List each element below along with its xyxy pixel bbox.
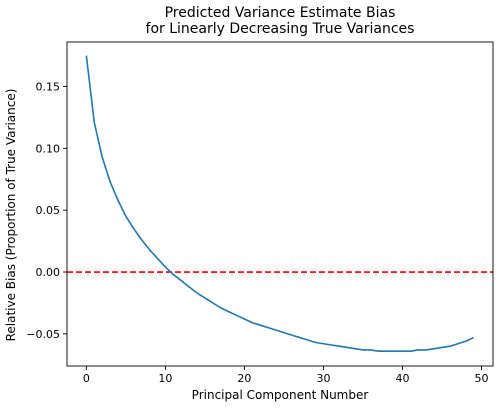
x-tick-label-5: 50 — [475, 372, 489, 385]
y-tick-label-4: 0.15 — [36, 81, 61, 94]
y-axis-label: Relative Bias (Proportion of True Varian… — [4, 89, 18, 342]
y-tick-label-0: −0.05 — [26, 328, 60, 341]
x-axis-label: Principal Component Number — [192, 388, 369, 402]
x-tick-label-1: 10 — [158, 372, 172, 385]
plot-area: 0 10 20 30 40 50 −0.05 0.00 0.05 0.10 0.15 — [26, 41, 494, 385]
y-tick-label-2: 0.05 — [36, 204, 61, 217]
chart-title-line-2: for Linearly Decreasing True Variances — [146, 21, 415, 37]
x-tick-label-4: 40 — [396, 372, 410, 385]
x-tick-label-3: 30 — [316, 372, 330, 385]
y-tick-label-3: 0.10 — [36, 142, 61, 155]
chart-title-line-1: Predicted Variance Estimate Bias — [165, 5, 396, 21]
series-line-0 — [85, 55, 474, 352]
y-tick-label-1: 0.00 — [36, 266, 61, 279]
x-tick-label-0: 0 — [83, 372, 90, 385]
plot-frame — [66, 41, 494, 367]
x-tick-label-2: 20 — [237, 372, 251, 385]
